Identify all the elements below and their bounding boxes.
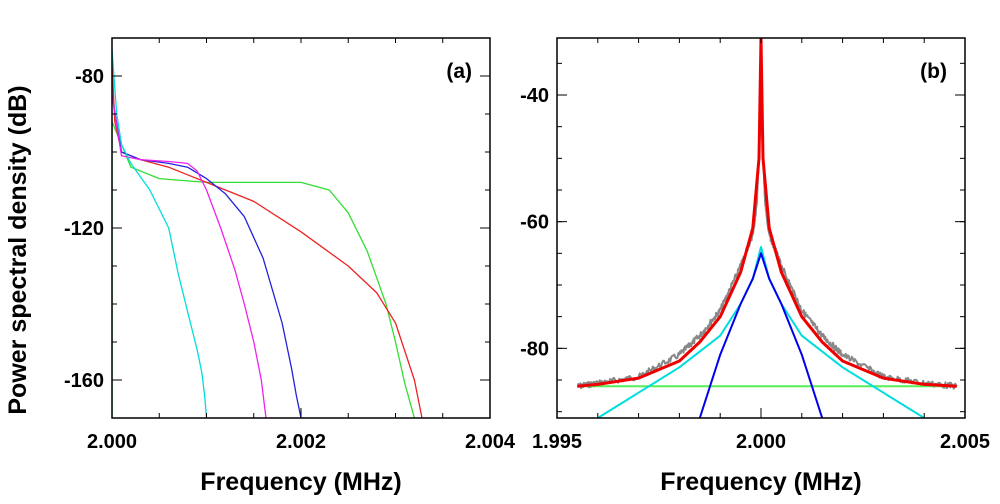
x-tick-label: 1.995 (532, 431, 582, 453)
figure-y-axis-label: Power spectral density (dB) (4, 85, 32, 414)
panel-a: 2.000 2.002 2.004 -80 -120 -160 Frequency (MHz… (64, 37, 516, 496)
y-tick-label: -80 (75, 66, 104, 88)
series-red-line (112, 64, 423, 418)
y-tick-label: -160 (64, 370, 104, 392)
x-axis-title: Frequency (MHz) (200, 468, 401, 496)
x-tick-label: 2.000 (736, 431, 786, 453)
series-green-line (112, 120, 416, 418)
y-tick-label: -60 (520, 212, 549, 234)
series-group (112, 49, 423, 418)
x-tick-label: 2.002 (276, 431, 326, 453)
panel-label: (a) (446, 60, 472, 83)
x-axis-title: Frequency (MHz) (660, 468, 861, 496)
series-gray-line (576, 104, 958, 390)
series-group (576, 38, 958, 418)
series-magenta-line (112, 94, 267, 418)
series-cyan-line (597, 246, 925, 418)
series-cyan-line (112, 49, 208, 418)
series-blue-line (112, 94, 302, 418)
x-tick-label: 2.000 (87, 431, 137, 453)
panel-label: (b) (920, 60, 947, 83)
series-red-line (577, 38, 957, 388)
y-tick-label: -120 (64, 218, 104, 240)
panel-b: 1.995 2.000 2.005 -40 -60 -80 Frequency (MHz) (… (520, 37, 990, 496)
x-tick-label: 2.004 (465, 431, 516, 453)
y-tick-label: -80 (520, 338, 549, 360)
x-tick-label: 2.005 (940, 431, 990, 453)
series-blue-line (698, 252, 824, 418)
y-tick-label: -40 (520, 85, 549, 107)
